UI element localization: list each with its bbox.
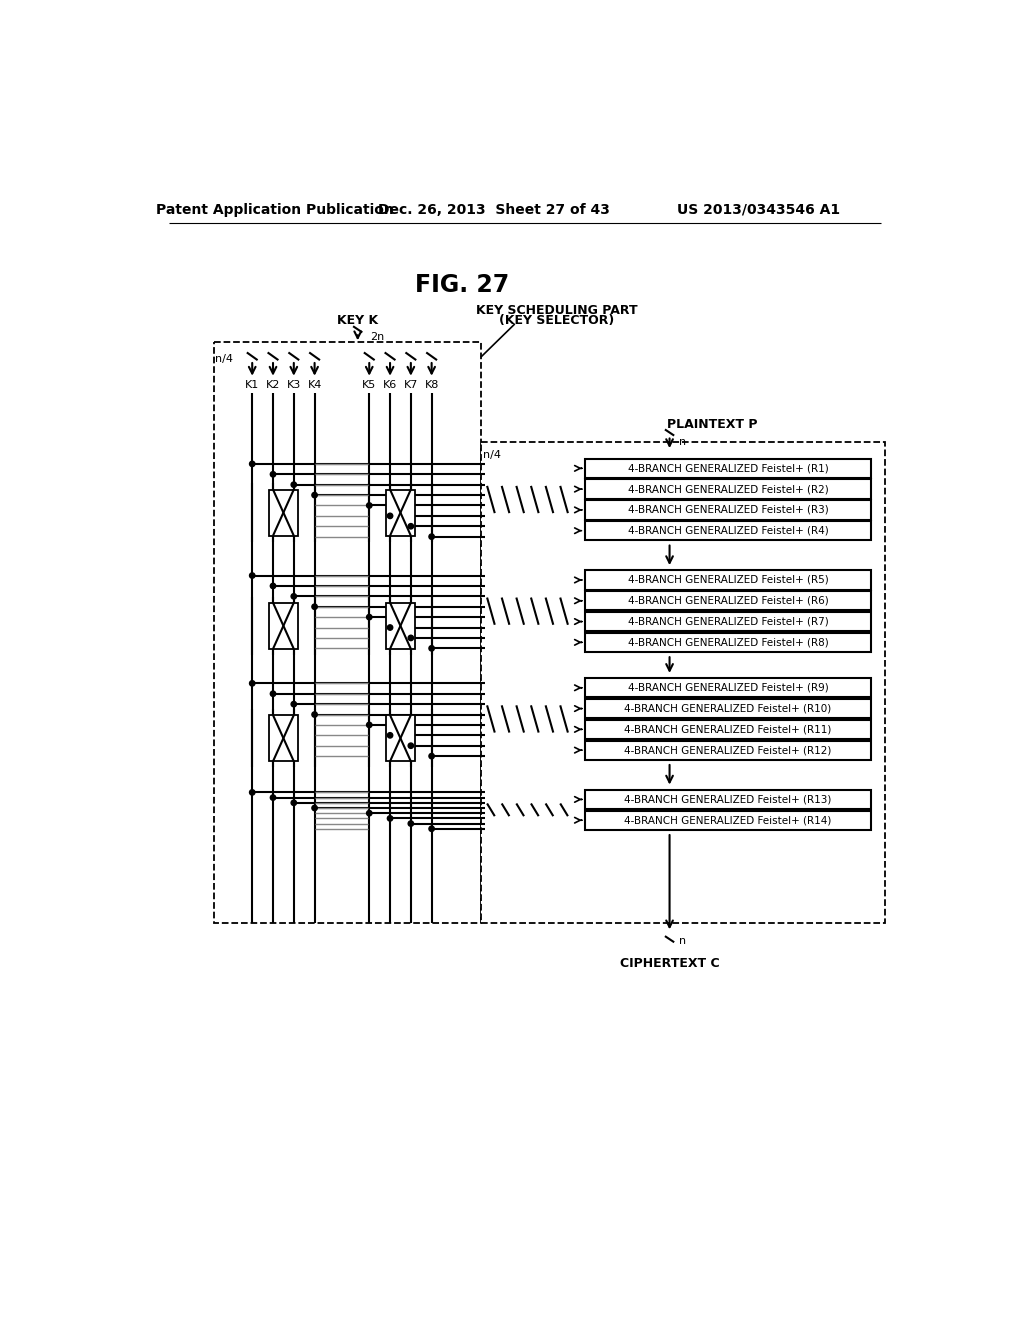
Circle shape bbox=[429, 826, 434, 832]
Bar bbox=[585, 612, 871, 631]
Circle shape bbox=[312, 492, 317, 498]
Circle shape bbox=[291, 482, 297, 487]
Circle shape bbox=[291, 800, 297, 805]
Circle shape bbox=[409, 743, 414, 748]
Bar bbox=[585, 500, 871, 520]
Text: K8: K8 bbox=[424, 380, 439, 389]
Text: K1: K1 bbox=[245, 380, 259, 389]
Bar bbox=[585, 741, 871, 760]
Text: KEY SCHEDULING PART: KEY SCHEDULING PART bbox=[475, 305, 637, 317]
Circle shape bbox=[312, 805, 317, 810]
Text: 4-BRANCH GENERALIZED Feistel+ (R12): 4-BRANCH GENERALIZED Feistel+ (R12) bbox=[625, 746, 831, 755]
Text: 4-BRANCH GENERALIZED Feistel+ (R8): 4-BRANCH GENERALIZED Feistel+ (R8) bbox=[628, 638, 828, 647]
Circle shape bbox=[367, 503, 372, 508]
Circle shape bbox=[409, 524, 414, 529]
Text: K3: K3 bbox=[287, 380, 301, 389]
Bar bbox=[585, 479, 871, 499]
Bar bbox=[585, 700, 871, 718]
Circle shape bbox=[312, 711, 317, 717]
Text: PLAINTEXT P: PLAINTEXT P bbox=[667, 417, 757, 430]
Text: K2: K2 bbox=[266, 380, 281, 389]
Circle shape bbox=[270, 583, 275, 589]
Text: n: n bbox=[679, 936, 686, 945]
Bar bbox=[269, 603, 298, 649]
Bar bbox=[214, 342, 481, 923]
Bar bbox=[269, 715, 298, 762]
Bar bbox=[585, 570, 871, 590]
Circle shape bbox=[429, 535, 434, 540]
Circle shape bbox=[291, 594, 297, 599]
Circle shape bbox=[250, 681, 255, 686]
Text: 4-BRANCH GENERALIZED Feistel+ (R7): 4-BRANCH GENERALIZED Feistel+ (R7) bbox=[628, 616, 828, 627]
Text: K4: K4 bbox=[307, 380, 322, 389]
Text: Patent Application Publication: Patent Application Publication bbox=[157, 203, 394, 216]
Text: K7: K7 bbox=[403, 380, 418, 389]
Circle shape bbox=[409, 821, 414, 826]
Text: 4-BRANCH GENERALIZED Feistel+ (R10): 4-BRANCH GENERALIZED Feistel+ (R10) bbox=[625, 704, 831, 714]
Circle shape bbox=[270, 692, 275, 697]
Text: 2n: 2n bbox=[370, 333, 384, 342]
Text: 4-BRANCH GENERALIZED Feistel+ (R9): 4-BRANCH GENERALIZED Feistel+ (R9) bbox=[628, 682, 828, 693]
Text: 4-BRANCH GENERALIZED Feistel+ (R13): 4-BRANCH GENERALIZED Feistel+ (R13) bbox=[625, 795, 831, 804]
Text: CIPHERTEXT C: CIPHERTEXT C bbox=[620, 957, 720, 970]
Text: 4-BRANCH GENERALIZED Feistel+ (R11): 4-BRANCH GENERALIZED Feistel+ (R11) bbox=[625, 725, 831, 734]
Bar bbox=[585, 591, 871, 610]
Circle shape bbox=[409, 635, 414, 640]
Circle shape bbox=[387, 624, 393, 630]
Bar bbox=[585, 678, 871, 697]
Circle shape bbox=[312, 605, 317, 610]
Text: 4-BRANCH GENERALIZED Feistel+ (R5): 4-BRANCH GENERALIZED Feistel+ (R5) bbox=[628, 576, 828, 585]
Text: n/4: n/4 bbox=[215, 354, 233, 363]
Bar bbox=[585, 719, 871, 739]
Text: (KEY SELECTOR): (KEY SELECTOR) bbox=[499, 314, 614, 327]
Circle shape bbox=[387, 733, 393, 738]
Text: K6: K6 bbox=[383, 380, 397, 389]
Circle shape bbox=[367, 614, 372, 620]
Bar bbox=[386, 603, 415, 649]
Bar bbox=[585, 789, 871, 809]
Text: n/4: n/4 bbox=[483, 450, 501, 459]
Circle shape bbox=[367, 722, 372, 727]
Bar bbox=[386, 490, 415, 536]
Text: 4-BRANCH GENERALIZED Feistel+ (R14): 4-BRANCH GENERALIZED Feistel+ (R14) bbox=[625, 816, 831, 825]
Text: 4-BRANCH GENERALIZED Feistel+ (R1): 4-BRANCH GENERALIZED Feistel+ (R1) bbox=[628, 463, 828, 474]
Bar bbox=[585, 810, 871, 830]
Bar bbox=[585, 632, 871, 652]
Circle shape bbox=[367, 810, 372, 816]
Circle shape bbox=[270, 795, 275, 800]
Text: FIG. 27: FIG. 27 bbox=[415, 273, 509, 297]
Text: Dec. 26, 2013  Sheet 27 of 43: Dec. 26, 2013 Sheet 27 of 43 bbox=[378, 203, 610, 216]
Circle shape bbox=[429, 645, 434, 651]
Text: 4-BRANCH GENERALIZED Feistel+ (R3): 4-BRANCH GENERALIZED Feistel+ (R3) bbox=[628, 506, 828, 515]
Circle shape bbox=[387, 513, 393, 519]
Circle shape bbox=[250, 461, 255, 466]
Bar bbox=[585, 521, 871, 540]
Text: 4-BRANCH GENERALIZED Feistel+ (R2): 4-BRANCH GENERALIZED Feistel+ (R2) bbox=[628, 484, 828, 494]
Text: K5: K5 bbox=[362, 380, 377, 389]
Text: KEY K: KEY K bbox=[337, 314, 378, 326]
Circle shape bbox=[270, 471, 275, 477]
Text: 4-BRANCH GENERALIZED Feistel+ (R6): 4-BRANCH GENERALIZED Feistel+ (R6) bbox=[628, 595, 828, 606]
Circle shape bbox=[291, 701, 297, 706]
Circle shape bbox=[387, 816, 393, 821]
Text: n: n bbox=[679, 437, 686, 446]
Circle shape bbox=[429, 754, 434, 759]
Circle shape bbox=[250, 573, 255, 578]
Text: US 2013/0343546 A1: US 2013/0343546 A1 bbox=[677, 203, 840, 216]
Bar bbox=[585, 459, 871, 478]
Bar bbox=[386, 715, 415, 762]
Bar bbox=[481, 442, 885, 923]
Bar bbox=[269, 490, 298, 536]
Circle shape bbox=[250, 789, 255, 795]
Text: 4-BRANCH GENERALIZED Feistel+ (R4): 4-BRANCH GENERALIZED Feistel+ (R4) bbox=[628, 525, 828, 536]
